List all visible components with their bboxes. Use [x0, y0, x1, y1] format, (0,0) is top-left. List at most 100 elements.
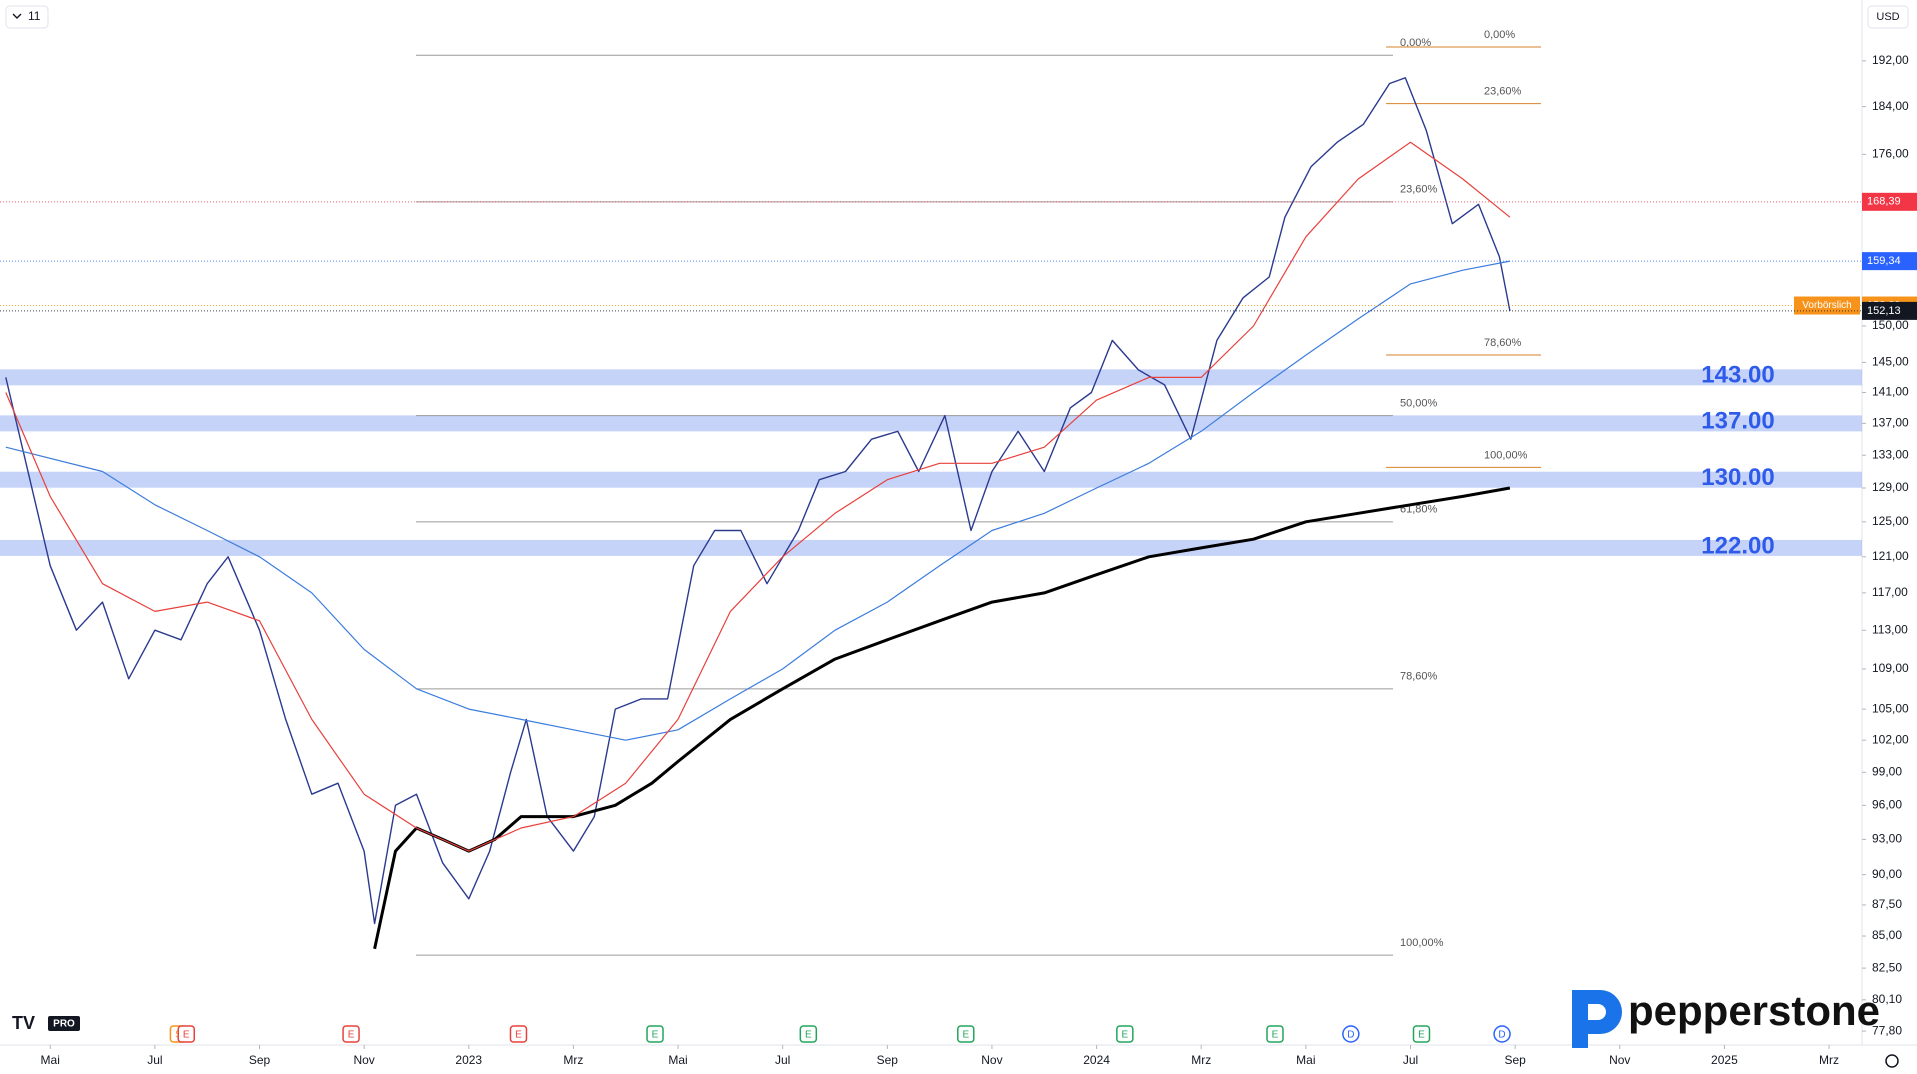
- event-marker[interactable]: E: [1116, 1025, 1134, 1043]
- fib-label: 50,00%: [1400, 397, 1438, 409]
- settings-icon[interactable]: [1885, 1054, 1899, 1068]
- y-tick-label: 133,00: [1872, 447, 1909, 461]
- x-tick-label: Mai: [1296, 1053, 1315, 1067]
- event-label: E: [348, 1030, 355, 1041]
- x-tick-label: Jul: [1403, 1053, 1418, 1067]
- fib-label: 78,60%: [1400, 671, 1438, 683]
- y-tick-label: 105,00: [1872, 701, 1909, 715]
- x-tick-label: Mrz: [1191, 1053, 1211, 1067]
- event-marker[interactable]: E: [342, 1025, 360, 1043]
- interval-box[interactable]: [5, 5, 49, 29]
- event-label: D: [1347, 1030, 1354, 1041]
- price-tag-label: 159,34: [1867, 255, 1901, 267]
- y-tick-label: 99,00: [1872, 764, 1902, 778]
- tv-logo: TV PRO: [12, 1013, 80, 1033]
- y-tick-label: 184,00: [1872, 99, 1909, 113]
- pro-box: [48, 1016, 80, 1031]
- y-tick-label: 109,00: [1872, 661, 1909, 675]
- fib-label: 61,80%: [1400, 504, 1438, 516]
- series-line: [5, 77, 1511, 925]
- event-marker[interactable]: E: [1266, 1025, 1284, 1043]
- event-badge: [342, 1025, 360, 1043]
- event-marker[interactable]: E: [646, 1025, 664, 1043]
- event-marker[interactable]: E: [509, 1025, 528, 1043]
- event-label: E: [515, 1030, 522, 1041]
- brand-icon: [1572, 990, 1622, 1048]
- chevron-icon: [12, 13, 22, 19]
- y-tick-label: 145,00: [1872, 355, 1909, 369]
- y-tick-label: 85,00: [1872, 928, 1902, 942]
- event-marker[interactable]: E: [799, 1025, 818, 1043]
- event-badge: [509, 1025, 528, 1043]
- event-marker[interactable]: D: [1342, 1025, 1360, 1043]
- fib-label: 0,00%: [1400, 37, 1431, 49]
- tv-mark: TV: [12, 1013, 35, 1033]
- event-marker[interactable]: E: [177, 1025, 196, 1043]
- event-label: D: [1498, 1030, 1505, 1041]
- y-tick-label: 137,00: [1872, 416, 1909, 430]
- support-zone: [0, 539, 1862, 556]
- event-label: E: [805, 1030, 812, 1041]
- event-badge: [799, 1025, 818, 1043]
- x-tick-label: Nov: [981, 1053, 1002, 1067]
- event-label: E: [1122, 1030, 1129, 1041]
- event-badge: [957, 1025, 975, 1043]
- event-marker[interactable]: E: [957, 1025, 975, 1043]
- x-tick-label: Nov: [1609, 1053, 1630, 1067]
- fib-label: 23,60%: [1484, 86, 1522, 98]
- zone-label: 143.00: [1701, 362, 1774, 389]
- fib-label: 100,00%: [1484, 449, 1528, 461]
- currency-box[interactable]: [1867, 5, 1909, 29]
- zone-label: 137.00: [1701, 408, 1774, 435]
- support-zone: [0, 369, 1862, 386]
- event-badge: [1116, 1025, 1134, 1043]
- x-tick-label: Jul: [147, 1053, 162, 1067]
- fib-label: 100,00%: [1400, 937, 1444, 949]
- currency-label: USD: [1876, 11, 1899, 23]
- price-tag-label: 152,13: [1867, 305, 1901, 317]
- brand-logo: pepperstone: [1572, 987, 1880, 1048]
- y-tick-label: 77,80: [1872, 1023, 1902, 1037]
- y-tick-label: 82,50: [1872, 960, 1902, 974]
- price-tag-label: 168,39: [1867, 196, 1901, 208]
- y-tick-label: 129,00: [1872, 480, 1909, 494]
- y-tick-label: 80,10: [1872, 992, 1902, 1006]
- event-badge: [1412, 1025, 1431, 1043]
- x-tick-label: Sep: [1504, 1053, 1526, 1067]
- x-tick-label: Sep: [249, 1053, 271, 1067]
- fib-label: 0,00%: [1484, 29, 1515, 41]
- x-tick-label: Nov: [353, 1053, 374, 1067]
- price-tag: [1862, 252, 1917, 271]
- y-tick-label: 102,00: [1872, 732, 1909, 746]
- event-label: E: [962, 1030, 969, 1041]
- event-label: E: [1272, 1030, 1279, 1041]
- interval-button[interactable]: 11: [5, 5, 49, 29]
- x-tick-label: Mrz: [563, 1053, 583, 1067]
- y-tick-label: 93,00: [1872, 832, 1902, 846]
- event-badge: [1342, 1025, 1360, 1043]
- series-line: [5, 141, 1511, 852]
- x-tick-label: Mai: [41, 1053, 60, 1067]
- y-tick-label: 90,00: [1872, 867, 1902, 881]
- gear[interactable]: [1885, 1054, 1899, 1068]
- y-tick-label: 96,00: [1872, 798, 1902, 812]
- x-tick-label: Jul: [775, 1053, 790, 1067]
- fib-label: 78,60%: [1484, 337, 1522, 349]
- zone-label: 130.00: [1701, 464, 1774, 491]
- y-tick-label: 150,00: [1872, 318, 1909, 332]
- currency-button[interactable]: USD: [1867, 5, 1909, 29]
- event-badge: [1266, 1025, 1284, 1043]
- event-marker[interactable]: D: [1493, 1025, 1511, 1043]
- event-badge: [177, 1025, 196, 1043]
- series-line: [5, 260, 1511, 741]
- event-badge: [1493, 1025, 1511, 1043]
- pro-label: PRO: [53, 1019, 75, 1030]
- event-marker[interactable]: E: [1412, 1025, 1431, 1043]
- event-label: E: [183, 1030, 190, 1041]
- zone-label: 122.00: [1701, 532, 1774, 559]
- y-tick-label: 125,00: [1872, 514, 1909, 528]
- price-note: Vorbörslich: [1802, 300, 1851, 311]
- event-badge: [646, 1025, 664, 1043]
- y-tick-label: 113,00: [1872, 622, 1908, 636]
